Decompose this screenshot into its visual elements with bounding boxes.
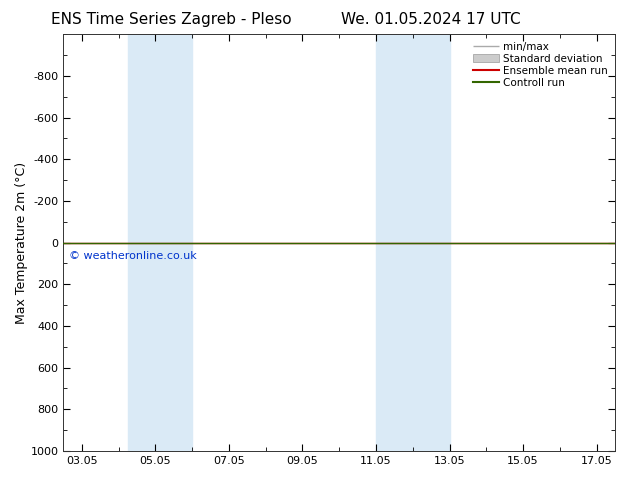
Bar — [376, 34, 450, 451]
Text: © weatheronline.co.uk: © weatheronline.co.uk — [69, 251, 197, 261]
Legend: min/max, Standard deviation, Ensemble mean run, Controll run: min/max, Standard deviation, Ensemble me… — [470, 40, 610, 90]
Text: We. 01.05.2024 17 UTC: We. 01.05.2024 17 UTC — [341, 12, 521, 27]
Y-axis label: Max Temperature 2m (°C): Max Temperature 2m (°C) — [15, 162, 28, 323]
Bar — [128, 34, 192, 451]
Text: ENS Time Series Zagreb - Pleso: ENS Time Series Zagreb - Pleso — [51, 12, 292, 27]
